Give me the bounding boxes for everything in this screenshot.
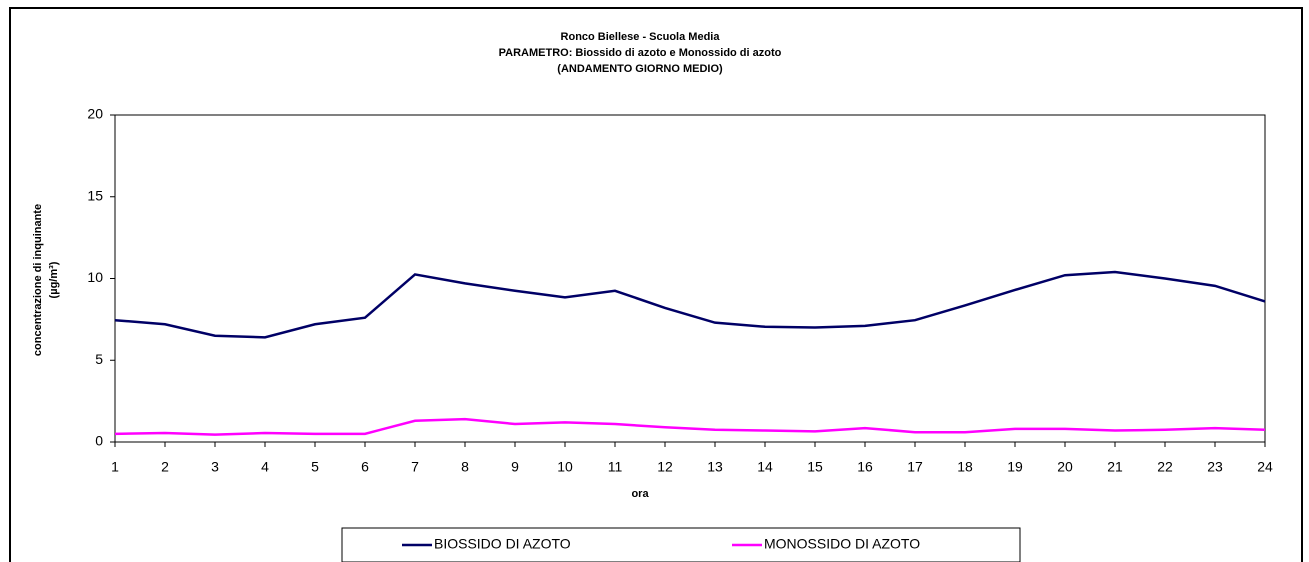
x-tick-label: 8 — [461, 459, 469, 475]
x-tick-label: 4 — [261, 459, 269, 475]
x-tick-label: 1 — [111, 459, 119, 475]
x-tick-label: 17 — [907, 459, 923, 475]
chart-border — [9, 7, 1303, 562]
x-tick-label: 22 — [1157, 459, 1173, 475]
x-tick-label: 6 — [361, 459, 369, 475]
series-line — [114, 417, 1266, 436]
x-tick-label: 14 — [757, 459, 773, 475]
y-tick-label: 15 — [87, 187, 103, 203]
x-axis-label: ora — [631, 488, 649, 500]
x-tick-label: 2 — [161, 459, 169, 475]
series-line — [114, 270, 1266, 339]
chart-title: PARAMETRO: Biossido di azoto e Monossido… — [499, 47, 782, 59]
x-tick-label: 11 — [608, 459, 623, 475]
x-tick-label: 20 — [1057, 459, 1073, 475]
x-tick-label: 21 — [1107, 459, 1123, 475]
x-tick-label: 15 — [807, 459, 823, 475]
legend — [341, 527, 1021, 562]
x-tick-label: 13 — [707, 459, 723, 475]
x-tick-label: 7 — [411, 459, 419, 475]
x-tick-label: 19 — [1007, 459, 1023, 475]
x-tick-label: 16 — [857, 459, 873, 475]
x-tick-label: 18 — [957, 459, 973, 475]
legend-label: MONOSSIDO DI AZOTO — [764, 536, 920, 552]
x-tick-label: 5 — [311, 459, 319, 475]
x-tick-label: 3 — [211, 459, 219, 475]
x-tick-label: 24 — [1257, 459, 1273, 475]
x-tick-label: 23 — [1207, 459, 1223, 475]
x-tick-label: 10 — [557, 459, 573, 475]
legend-label: BIOSSIDO DI AZOTO — [434, 536, 571, 552]
plot-area — [114, 114, 1266, 443]
y-tick-label: 20 — [87, 106, 103, 122]
x-tick-label: 12 — [657, 459, 673, 475]
y-tick-label: 10 — [87, 269, 103, 285]
y-tick-label: 0 — [95, 433, 103, 449]
y-tick-label: 5 — [95, 351, 103, 367]
y-axis-label: concentrazione di inquinante — [32, 204, 44, 356]
x-tick-label: 9 — [511, 459, 519, 475]
chart-title: Ronco Biellese - Scuola Media — [561, 31, 721, 43]
chart-title: (ANDAMENTO GIORNO MEDIO) — [557, 63, 723, 75]
y-axis-label: (µg/m³) — [48, 261, 60, 298]
